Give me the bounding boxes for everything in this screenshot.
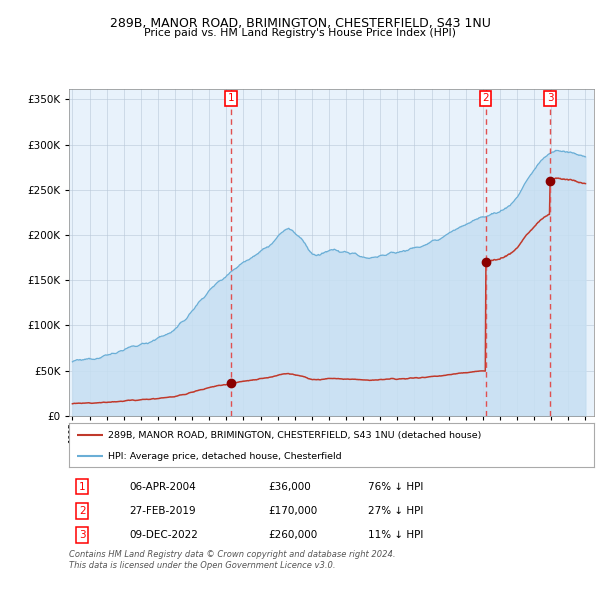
Text: 2: 2	[79, 506, 85, 516]
Text: 1: 1	[79, 481, 85, 491]
Text: Price paid vs. HM Land Registry's House Price Index (HPI): Price paid vs. HM Land Registry's House …	[144, 28, 456, 38]
Text: 11% ↓ HPI: 11% ↓ HPI	[368, 530, 424, 540]
Text: This data is licensed under the Open Government Licence v3.0.: This data is licensed under the Open Gov…	[69, 560, 335, 569]
Text: 2: 2	[482, 93, 489, 103]
Text: £36,000: £36,000	[269, 481, 311, 491]
Text: £170,000: £170,000	[269, 506, 318, 516]
Text: 27-FEB-2019: 27-FEB-2019	[130, 506, 196, 516]
Text: £260,000: £260,000	[269, 530, 318, 540]
Text: 289B, MANOR ROAD, BRIMINGTON, CHESTERFIELD, S43 1NU: 289B, MANOR ROAD, BRIMINGTON, CHESTERFIE…	[110, 17, 490, 30]
Text: 1: 1	[227, 93, 234, 103]
Text: 06-APR-2004: 06-APR-2004	[130, 481, 196, 491]
Text: Contains HM Land Registry data © Crown copyright and database right 2024.: Contains HM Land Registry data © Crown c…	[69, 550, 395, 559]
Text: 3: 3	[547, 93, 553, 103]
Text: 09-DEC-2022: 09-DEC-2022	[130, 530, 198, 540]
Text: 27% ↓ HPI: 27% ↓ HPI	[368, 506, 424, 516]
Text: 289B, MANOR ROAD, BRIMINGTON, CHESTERFIELD, S43 1NU (detached house): 289B, MANOR ROAD, BRIMINGTON, CHESTERFIE…	[109, 431, 482, 440]
Text: 76% ↓ HPI: 76% ↓ HPI	[368, 481, 424, 491]
Text: HPI: Average price, detached house, Chesterfield: HPI: Average price, detached house, Ches…	[109, 452, 342, 461]
Text: 3: 3	[79, 530, 85, 540]
